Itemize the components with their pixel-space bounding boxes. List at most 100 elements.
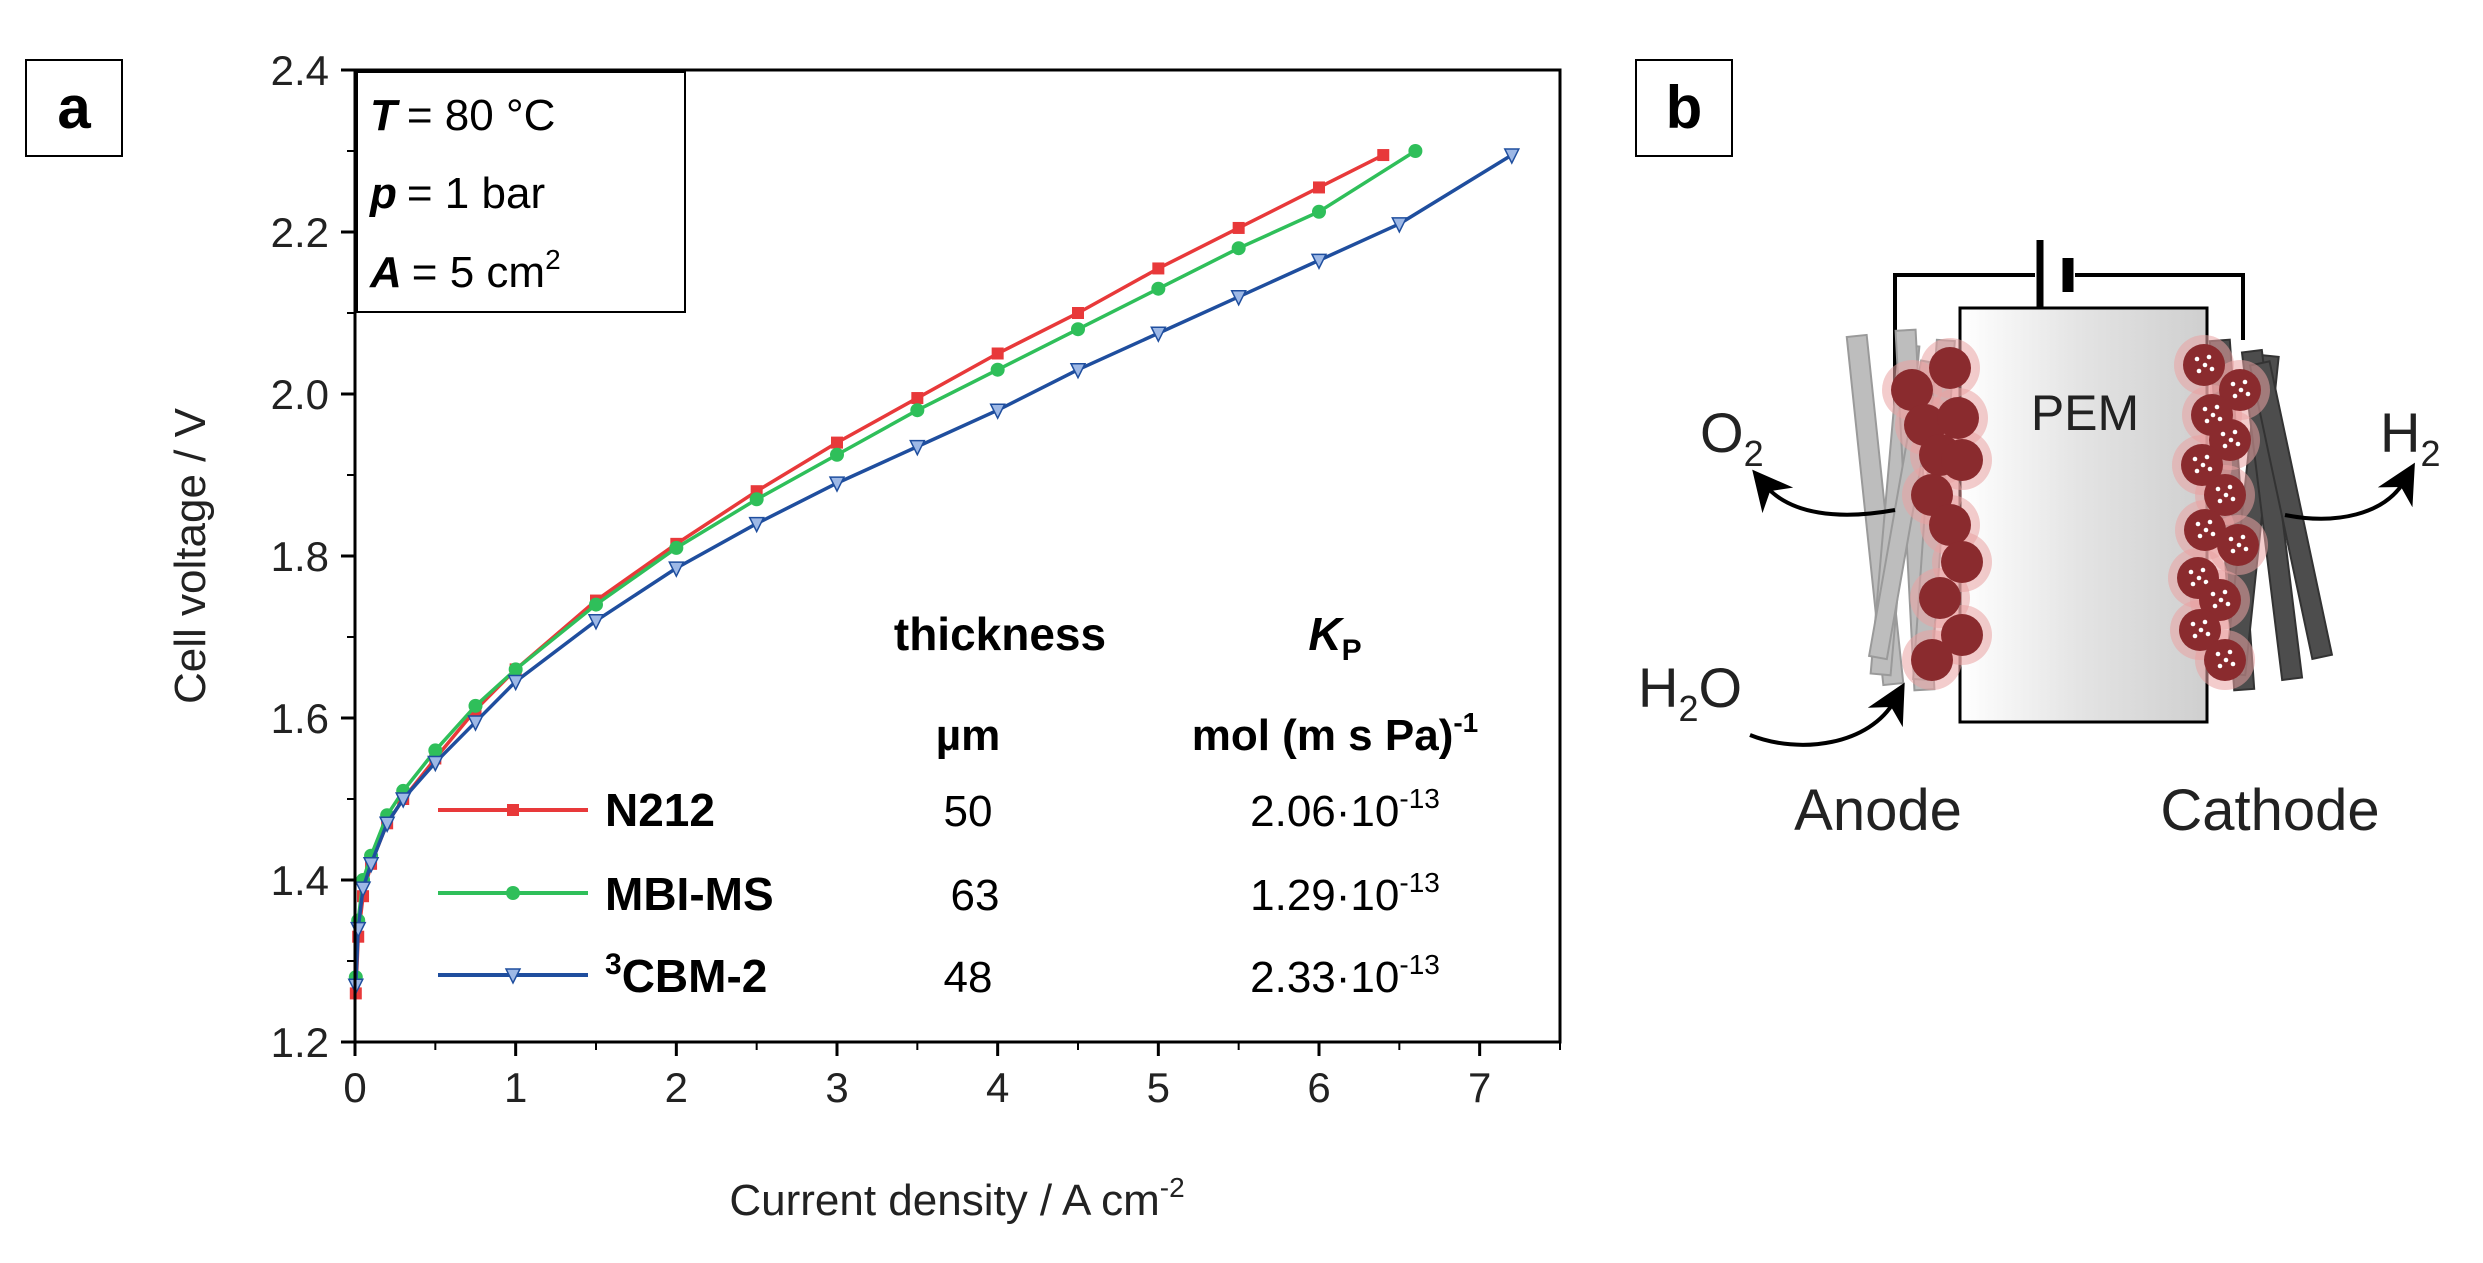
catalyst-dot xyxy=(2230,661,2236,667)
data-point xyxy=(748,516,765,534)
catalyst-dot xyxy=(2210,591,2216,597)
data-point xyxy=(354,881,372,898)
catalyst-particle xyxy=(1941,541,1983,583)
catalyst-dot xyxy=(2196,368,2202,374)
legend-table: thickness KP µm mol (m s Pa)-1 N212 50 2… xyxy=(438,608,1478,1002)
pem-label: PEM xyxy=(2031,385,2139,441)
catalyst-dot xyxy=(2235,441,2241,447)
catalyst-particle xyxy=(1919,577,1961,619)
data-point xyxy=(1313,181,1325,194)
data-point xyxy=(1408,144,1423,158)
catalyst-dot xyxy=(2202,619,2208,625)
legend-thickness-cbm-2: 48 xyxy=(944,953,993,1002)
panel-a-label: a xyxy=(57,74,91,141)
h2-arrow xyxy=(2284,462,2415,521)
catalyst-dot xyxy=(2217,498,2223,504)
x-tick-label: 2 xyxy=(665,1064,688,1111)
catalyst-dot xyxy=(2217,663,2223,669)
anode-catalyst-layer xyxy=(1882,338,1992,690)
legend-marker xyxy=(507,804,519,816)
data-point xyxy=(362,857,380,874)
data-point xyxy=(1071,322,1085,337)
catalyst-dot xyxy=(2207,466,2213,472)
data-point xyxy=(669,540,684,555)
data-point xyxy=(991,347,1004,360)
data-point xyxy=(1312,204,1326,219)
y-tick-label: 1.6 xyxy=(271,695,329,742)
catalyst-dot xyxy=(2188,569,2194,575)
catalyst-dot xyxy=(2243,546,2249,552)
y-tick-label: 2.0 xyxy=(271,371,329,418)
catalyst-dot xyxy=(2192,633,2198,639)
catalyst-dot xyxy=(2196,575,2202,581)
legend-name-mbi-ms: MBI-MS xyxy=(605,868,774,920)
condition-temperature: T = 80 °C xyxy=(370,91,555,140)
cathode-label: Cathode xyxy=(2160,778,2379,843)
catalyst-dot xyxy=(2206,354,2212,360)
data-point xyxy=(589,597,603,612)
x-tick-label: 3 xyxy=(825,1064,848,1111)
panel-a-label-box xyxy=(25,59,123,157)
catalyst-dot xyxy=(2203,527,2209,533)
y-tick-label: 2.4 xyxy=(271,47,329,94)
catalyst-dot xyxy=(2190,581,2196,587)
data-point xyxy=(668,561,685,578)
catalyst-dot xyxy=(2204,454,2210,460)
data-point xyxy=(467,715,484,732)
catalyst-dot xyxy=(2212,603,2218,609)
catalyst-dot xyxy=(2210,412,2216,418)
catalyst-dot xyxy=(2228,536,2234,542)
thickness-unit: µm xyxy=(936,711,1000,760)
data-point xyxy=(1503,148,1521,165)
catalyst-dot xyxy=(2230,381,2236,387)
legend-swatch-mbi-ms xyxy=(438,886,588,900)
kp-header: KP xyxy=(1308,608,1361,667)
catalyst-particle xyxy=(1929,504,1971,546)
catalyst-dot xyxy=(2227,484,2233,490)
catalyst-dot xyxy=(2228,437,2234,443)
catalyst-dot xyxy=(2205,631,2211,637)
catalyst-dot xyxy=(2223,492,2229,498)
catalyst-dot xyxy=(2218,597,2224,603)
catalyst-particle xyxy=(1937,397,1979,439)
pem-membrane xyxy=(1958,306,2209,724)
legend-marker xyxy=(504,968,522,985)
x-tick-label: 4 xyxy=(986,1064,1009,1111)
cathode-fiber xyxy=(2248,360,2334,661)
catalyst-dot xyxy=(2192,456,2198,462)
data-point xyxy=(1151,281,1166,296)
data-point xyxy=(749,492,764,507)
data-point xyxy=(989,403,1006,420)
x-axis-title: Current density / A cm-2 xyxy=(729,1172,1184,1225)
h2o-arrow xyxy=(1749,682,1905,747)
legend-kp-mbi-ms: 1.29·10-13 xyxy=(1250,867,1440,920)
catalyst-dot xyxy=(2245,391,2251,397)
catalyst-dot xyxy=(2240,534,2246,540)
catalyst-dot xyxy=(2223,657,2229,663)
catalyst-dot xyxy=(2195,521,2201,527)
catalyst-dot xyxy=(2194,356,2200,362)
kp-unit: mol (m s Pa)-1 xyxy=(1192,707,1479,760)
y-tick-label: 2.2 xyxy=(271,209,329,256)
x-tick-label: 0 xyxy=(343,1064,366,1111)
catalyst-dot xyxy=(2210,531,2216,537)
h2o-label: H2O xyxy=(1638,656,1742,729)
plot-area: 0 1 2 3 4 5 6 7 1.2 1.4 1.6 1.8 2.0 2.2 2.4 xyxy=(271,47,1562,1111)
legend-kp-n212: 2.06·10-13 xyxy=(1250,783,1440,836)
catalyst-dot xyxy=(2207,519,2213,525)
data-point xyxy=(1231,241,1246,256)
data-point xyxy=(828,476,846,493)
legend-kp-cbm-2: 2.33·10-13 xyxy=(1250,949,1440,1002)
catalyst-particle xyxy=(1911,639,1953,681)
y-tick-label: 1.8 xyxy=(271,533,329,580)
catalyst-dot xyxy=(2232,429,2238,435)
data-point xyxy=(1232,221,1245,234)
catalyst-dot xyxy=(2203,579,2209,585)
x-tick-label: 5 xyxy=(1147,1064,1170,1111)
x-tick-label: 1 xyxy=(504,1064,527,1111)
legend-name-cbm-2: 3CBM-2 xyxy=(605,948,767,1002)
catalyst-dot xyxy=(2215,651,2221,657)
catalyst-dot xyxy=(2222,443,2228,449)
o2-arrow xyxy=(1752,469,1896,517)
